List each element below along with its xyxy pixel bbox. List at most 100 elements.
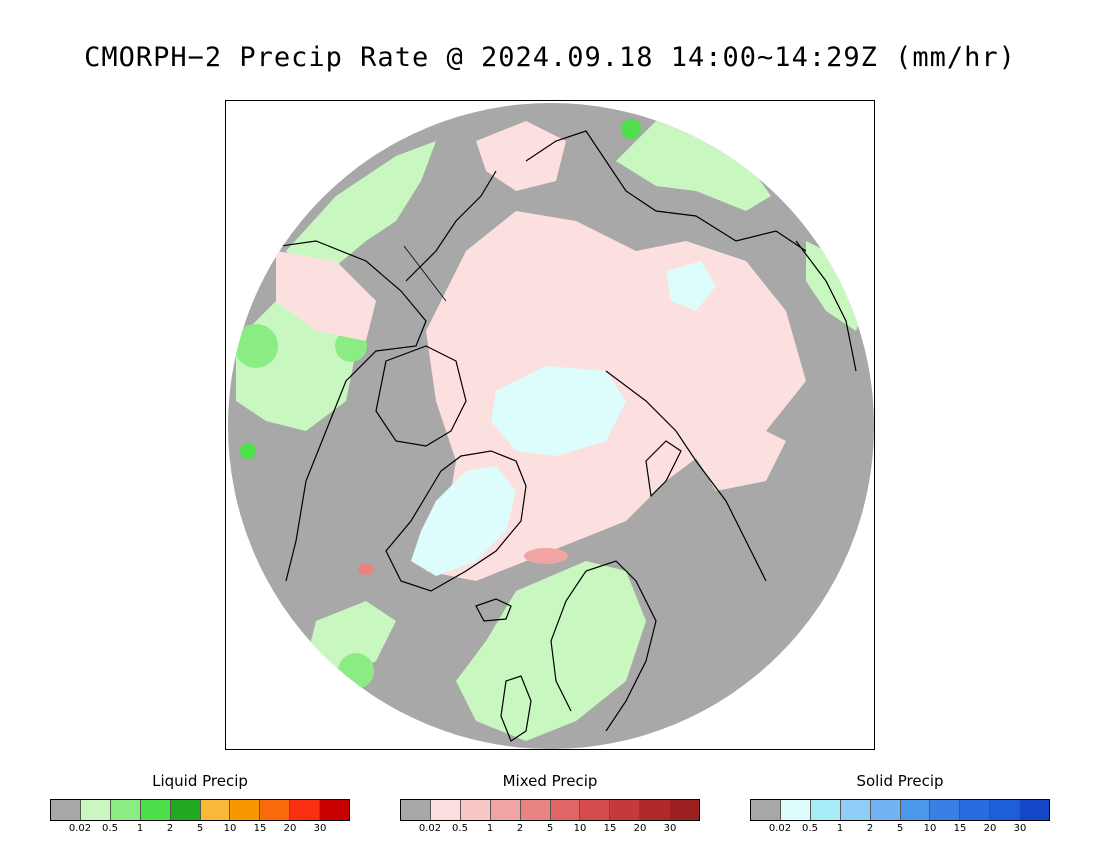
legend-tick-label: 15 — [253, 823, 267, 834]
liquid-cell-4 — [621, 119, 641, 139]
legend-tick-label: 10 — [573, 823, 587, 834]
map-title: CMORPH−2 Precip Rate @ 2024.09.18 14:00~… — [84, 42, 1016, 73]
dateline-border — [403, 245, 447, 302]
legend-tick-label: 5 — [196, 823, 204, 834]
coast-british-isles — [500, 675, 532, 742]
solid-region-pole — [491, 366, 626, 456]
coast-scandinavia — [585, 560, 657, 732]
map-frame — [225, 100, 875, 750]
legend-swatch — [430, 800, 461, 820]
legend-swatch — [1020, 800, 1050, 820]
mixed-cell-1 — [524, 548, 568, 564]
legend-tick-label: 15 — [953, 823, 967, 834]
legend-tick-label: 0.02 — [68, 823, 92, 834]
liquid-cell-1 — [234, 324, 278, 368]
legend-tick-label: 0.5 — [102, 823, 118, 834]
legend-tick-label: 0.5 — [452, 823, 468, 834]
legend-tick-label: 0.02 — [418, 823, 442, 834]
legend-tick-label: 2 — [866, 823, 874, 834]
legend-swatch — [230, 800, 261, 820]
legend-swatch — [870, 800, 901, 820]
legend-mixed: Mixed Precip 0.02 0.5 1 2 5 10 15 20 30 — [400, 772, 700, 837]
coastlines — [245, 130, 857, 742]
coast-east-asia — [795, 240, 857, 372]
legend-swatch — [930, 800, 961, 820]
legend-swatch — [751, 800, 781, 820]
legend-tick-label: 1 — [136, 823, 144, 834]
legend-ticks: 0.02 0.5 1 2 5 10 15 20 30 — [750, 823, 1050, 837]
legend-swatch — [290, 800, 321, 820]
legend-tick-label: 20 — [633, 823, 647, 834]
legend-tick-label: 10 — [923, 823, 937, 834]
legend-tick-label: 15 — [603, 823, 617, 834]
legend-title: Solid Precip — [856, 772, 944, 790]
mixed-region-west — [276, 251, 376, 341]
polar-map — [228, 103, 874, 749]
legend-ticks: 0.02 0.5 1 2 5 10 15 20 30 — [400, 823, 700, 837]
legend-tick-label: 2 — [166, 823, 174, 834]
legend-liquid: Liquid Precip 0.02 0.5 1 2 5 10 15 20 30 — [50, 772, 350, 837]
legend-swatch — [520, 800, 551, 820]
legend-swatch — [320, 800, 350, 820]
coast-novaya-zemlya — [645, 440, 682, 498]
legend-tick-label: 20 — [283, 823, 297, 834]
legend-tick-label: 20 — [983, 823, 997, 834]
mixed-region-north — [476, 121, 566, 191]
legend-tick-label: 1 — [836, 823, 844, 834]
legend-swatch — [670, 800, 700, 820]
legend-swatches — [750, 799, 1050, 821]
legend-swatch — [200, 800, 231, 820]
legend-swatch — [490, 800, 521, 820]
solid-region-siberia — [666, 261, 716, 311]
legend-tick-label: 0.5 — [802, 823, 818, 834]
legend-swatch — [990, 800, 1021, 820]
coast-greenland — [385, 450, 527, 592]
solid-region-greenland — [411, 466, 516, 576]
legend-swatch — [780, 800, 811, 820]
legend-tick-label: 5 — [546, 823, 554, 834]
coast-canadian-archipelago — [375, 345, 467, 447]
legend-title: Liquid Precip — [152, 772, 248, 790]
legend-swatch — [51, 800, 81, 820]
legend-swatch — [401, 800, 431, 820]
liquid-region-northwest — [286, 141, 436, 276]
legend-swatch — [110, 800, 141, 820]
legend-tick-label: 30 — [313, 823, 327, 834]
legend-tick-label: 1 — [486, 823, 494, 834]
legend-tick-label: 5 — [896, 823, 904, 834]
legend-swatch — [170, 800, 201, 820]
coast-norway — [550, 570, 587, 712]
coast-north-america — [245, 240, 427, 582]
legend-ticks: 0.02 0.5 1 2 5 10 15 20 30 — [50, 823, 350, 837]
legend-swatch — [460, 800, 491, 820]
liquid-cell-5 — [240, 443, 256, 459]
legend-swatches — [50, 799, 350, 821]
coast-siberia — [525, 130, 807, 252]
legend-tick-label: 10 — [223, 823, 237, 834]
legend-swatch — [80, 800, 111, 820]
legend-tick-label: 2 — [516, 823, 524, 834]
legend-swatch — [260, 800, 291, 820]
mixed-region-southeast — [686, 421, 786, 491]
legend-swatch — [900, 800, 931, 820]
liquid-region-northeast — [616, 121, 771, 211]
legend-swatch — [550, 800, 581, 820]
legend-solid: Solid Precip 0.02 0.5 1 2 5 10 15 20 30 — [750, 772, 1050, 837]
legend-swatch — [810, 800, 841, 820]
legend-swatches — [400, 799, 700, 821]
legend-swatch — [960, 800, 991, 820]
legend-swatch — [580, 800, 611, 820]
legend-title: Mixed Precip — [502, 772, 598, 790]
coast-iceland — [475, 598, 512, 622]
liquid-cell-3 — [338, 653, 374, 689]
legend-swatch — [140, 800, 171, 820]
legend-tick-label: 30 — [1013, 823, 1027, 834]
coast-russia-north — [605, 370, 767, 582]
legend-swatch — [610, 800, 641, 820]
legend-tick-label: 0.02 — [768, 823, 792, 834]
legend-swatch — [640, 800, 671, 820]
legend-tick-label: 30 — [663, 823, 677, 834]
liquid-region-east — [806, 241, 866, 331]
mixed-cell-2 — [358, 563, 374, 575]
coast-alaska — [405, 170, 497, 282]
